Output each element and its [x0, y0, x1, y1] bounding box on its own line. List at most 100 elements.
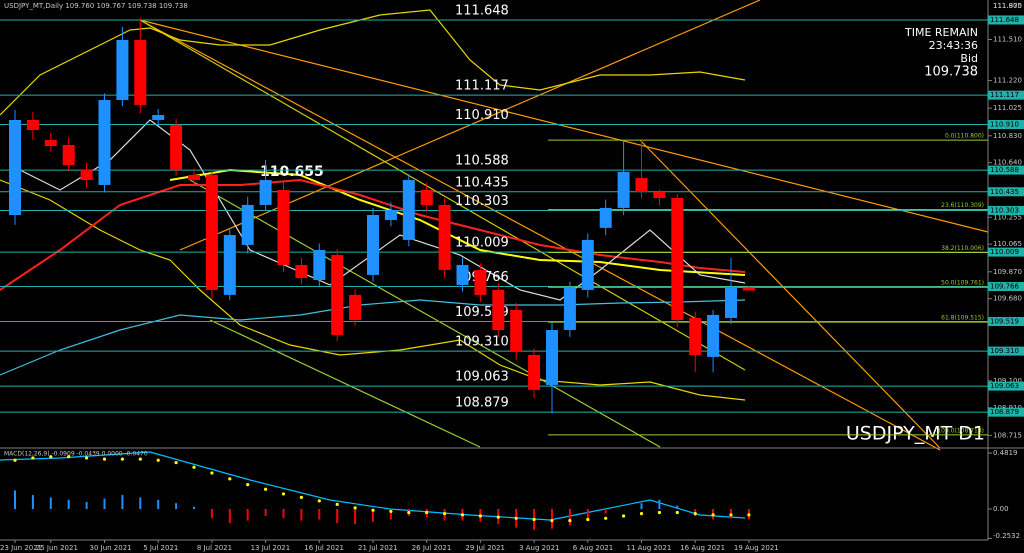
y-tick-label: 109.680	[993, 295, 1022, 303]
macd-signal-dot	[353, 506, 357, 510]
level-box-label: 110.435	[990, 188, 1019, 196]
level-box-label: 111.648	[990, 16, 1019, 24]
macd-signal-dot	[693, 512, 697, 516]
candle-body	[581, 239, 594, 290]
x-tick-label: 11 Aug 2021	[627, 544, 672, 552]
level-label: 110.009	[455, 236, 509, 251]
level-label: 110.910	[455, 108, 509, 123]
macd-signal-dot	[532, 517, 536, 522]
macd-signal-dot	[246, 483, 250, 487]
level-label: 109.310	[455, 335, 509, 350]
y-tick-label: 110.255	[993, 213, 1022, 221]
level-label: 108.879	[455, 396, 509, 411]
macd-signal-dot	[586, 517, 590, 522]
level-label: 111.117	[455, 79, 509, 94]
candle-body	[689, 317, 702, 355]
timer-title: TIME REMAIN	[904, 26, 978, 39]
macd-y-tick-label: 0.4819	[993, 449, 1018, 457]
y-tick-label: 111.025	[993, 104, 1022, 112]
trend-line	[189, 179, 661, 448]
macd-signal-dot	[425, 510, 429, 515]
indicators	[0, 0, 989, 521]
level-box	[988, 119, 1024, 129]
trend-line	[139, 19, 941, 451]
moving-average	[9, 119, 746, 301]
timer-time: 23:43:36	[929, 39, 978, 52]
candle-body	[635, 178, 648, 192]
trend-line	[209, 319, 481, 448]
macd-signal-dot	[120, 457, 124, 461]
bid-label: Bid	[960, 52, 978, 65]
macd-signal-dot	[460, 513, 465, 517]
candle-body	[707, 314, 720, 357]
candle-body	[510, 309, 523, 352]
macd-signal-dot	[550, 519, 554, 523]
candle-body	[349, 294, 362, 320]
macd-signal-dot	[156, 458, 160, 462]
y-tick-label: 110.830	[993, 132, 1022, 140]
bollinger-upper	[0, 9, 746, 116]
x-tick-label: 16 Jul 2021	[304, 544, 344, 552]
trend-line	[139, 19, 746, 371]
candle-body	[671, 198, 684, 320]
level-label: 111.648	[455, 3, 509, 18]
candle-body	[617, 171, 630, 208]
level-box	[988, 346, 1024, 356]
candle-body	[9, 119, 21, 216]
macd-signal-dot	[281, 492, 286, 496]
fib-label: 100.0(108.719)	[937, 427, 984, 434]
candle-body	[653, 191, 666, 199]
candle-body	[170, 124, 183, 170]
macd-signal-dot	[299, 495, 303, 500]
candle-body	[492, 289, 505, 331]
candle-body	[295, 264, 308, 279]
trend-line	[139, 19, 989, 233]
candle-body	[98, 99, 111, 185]
x-tick-label: 16 Aug 2021	[680, 544, 725, 552]
level-box-label: 109.766	[990, 283, 1019, 291]
candle-body	[80, 169, 93, 181]
macd-signal-dot	[639, 512, 644, 516]
candle-body	[546, 330, 558, 385]
candle-body	[438, 204, 451, 270]
macd-signal-dot	[675, 510, 679, 515]
macd-signal-dot	[514, 516, 518, 520]
candle-body	[277, 189, 290, 265]
chart-header: USDJPY_MT,Daily 109.760 109.767 109.738 …	[4, 2, 188, 10]
fib-label: 50.0(109.761)	[941, 280, 984, 287]
level-box	[988, 205, 1024, 215]
level-box	[988, 381, 1024, 391]
level-label: 110.588	[455, 154, 509, 169]
y-tick-label: 108.715	[993, 431, 1022, 439]
x-tick-label: 19 Aug 2021	[734, 544, 779, 552]
y-tick-label: 110.640	[993, 159, 1022, 167]
candle-body	[44, 139, 57, 147]
candle-body	[331, 254, 344, 335]
x-tick-label: 29 Jul 2021	[465, 544, 505, 552]
macd-signal-dot	[371, 508, 375, 512]
macd-signal-dot	[174, 460, 178, 465]
macd-signal-dot	[85, 456, 89, 460]
y-tick-label: 111.970	[993, 2, 1022, 10]
level-box	[988, 187, 1024, 197]
annotation: 110.655	[260, 164, 324, 180]
candle-body	[205, 174, 218, 290]
level-box-label: 108.879	[990, 408, 1019, 416]
candle-body	[384, 209, 397, 220]
candle-body	[26, 119, 39, 131]
candle-body	[402, 180, 415, 240]
y-tick-label: 111.220	[993, 77, 1022, 85]
x-tick-label: 8 Jul 2021	[197, 544, 232, 552]
macd-signal-dot	[729, 513, 733, 517]
fib-label: 0.0(110.800)	[945, 133, 984, 140]
candle-body	[223, 234, 236, 295]
bollinger-lower	[0, 179, 746, 401]
x-tick-label: 25 Jun 2021	[36, 544, 78, 552]
macd-y-tick-label: -0.2532	[993, 532, 1020, 540]
candle-body	[367, 215, 379, 275]
y-tick-label: 109.870	[993, 268, 1022, 276]
x-tick-label: 6 Aug 2021	[573, 544, 613, 552]
moving-average	[0, 178, 746, 291]
